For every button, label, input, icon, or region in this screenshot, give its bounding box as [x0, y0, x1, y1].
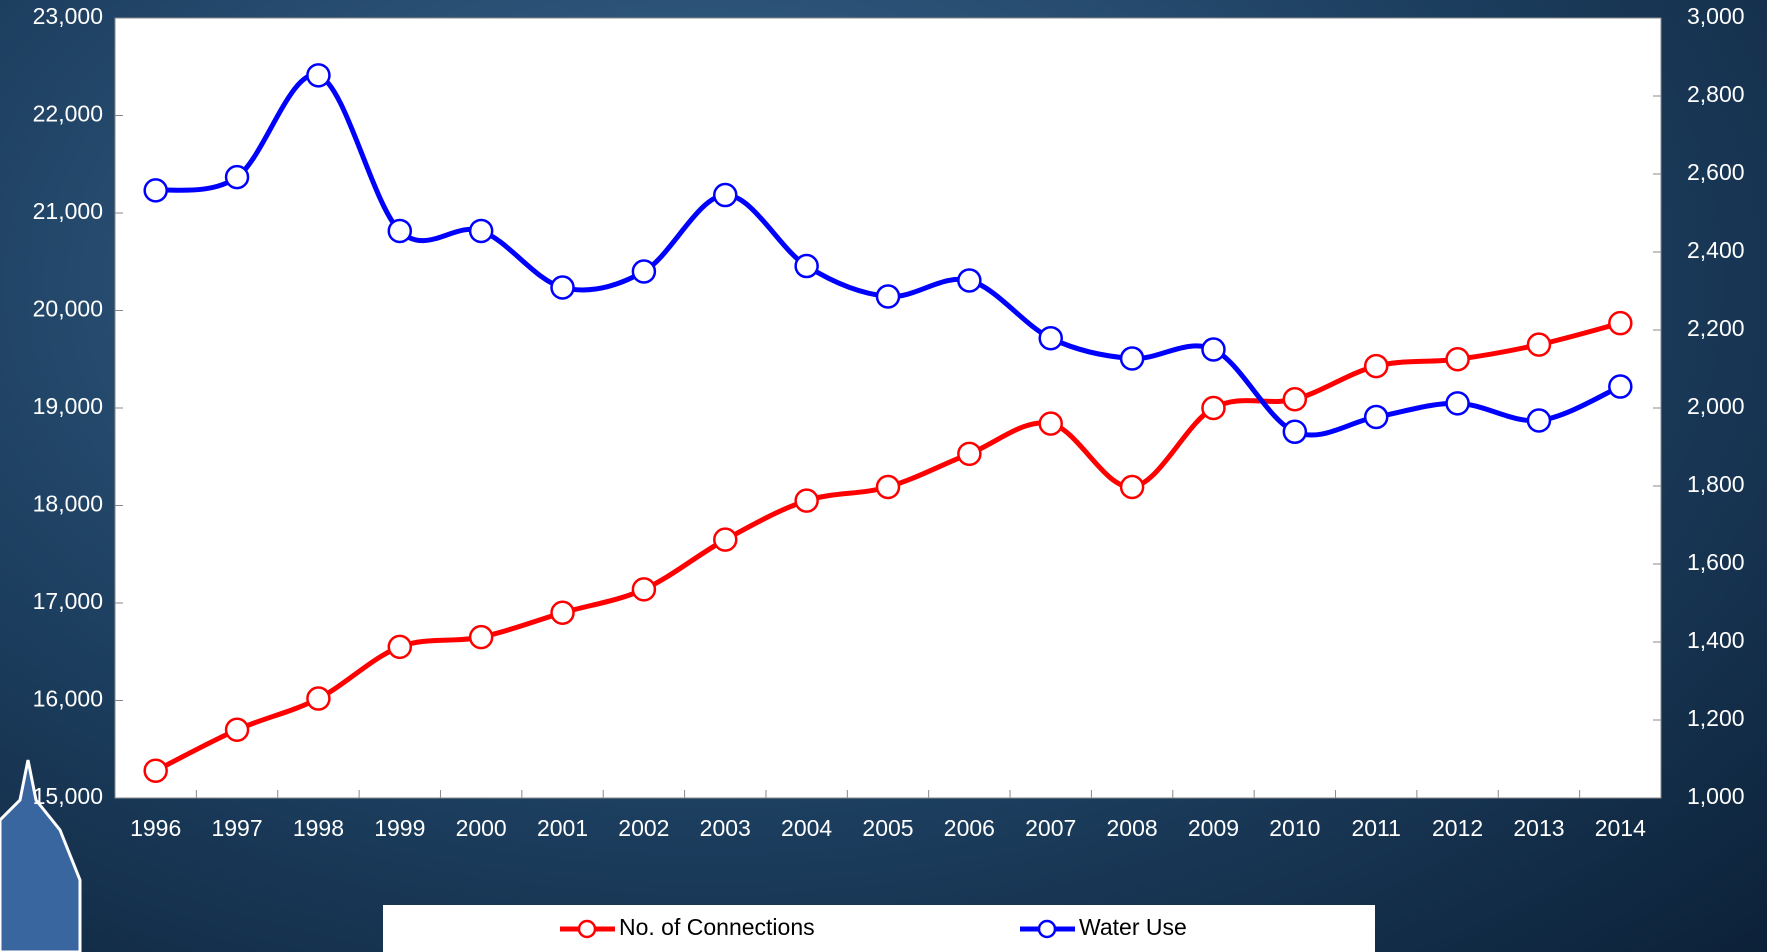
data-point [1447, 392, 1469, 414]
y2-tick-label: 1,400 [1687, 627, 1745, 653]
data-point [1040, 327, 1062, 349]
data-point [1040, 413, 1062, 435]
data-point [1284, 421, 1306, 443]
data-point [796, 255, 818, 277]
data-point [1284, 388, 1306, 410]
data-point [389, 220, 411, 242]
x-tick-label: 1997 [211, 815, 262, 841]
data-point [552, 602, 574, 624]
data-point [145, 179, 167, 201]
legend-label: Water Use [1079, 914, 1187, 940]
data-point [1528, 409, 1550, 431]
x-tick-label: 2003 [700, 815, 751, 841]
y2-tick-label: 1,600 [1687, 549, 1745, 575]
x-tick-label: 2010 [1269, 815, 1320, 841]
y-tick-label: 19,000 [33, 393, 103, 419]
data-point [145, 760, 167, 782]
y2-tick-label: 2,000 [1687, 393, 1745, 419]
data-point [958, 443, 980, 465]
data-point [1365, 355, 1387, 377]
page: {"chart_data": {"type": "line", "categor… [0, 0, 1767, 952]
x-tick-label: 2008 [1107, 815, 1158, 841]
data-point [633, 261, 655, 283]
y-tick-label: 23,000 [33, 3, 103, 29]
data-point [1121, 347, 1143, 369]
y2-tick-label: 1,800 [1687, 471, 1745, 497]
data-point [307, 64, 329, 86]
data-point [633, 578, 655, 600]
x-tick-label: 2000 [456, 815, 507, 841]
x-tick-label: 2014 [1595, 815, 1646, 841]
data-point [1121, 476, 1143, 498]
y2-tick-label: 2,600 [1687, 159, 1745, 185]
x-tick-label: 2007 [1025, 815, 1076, 841]
y2-tick-label: 2,400 [1687, 237, 1745, 263]
y2-tick-label: 2,800 [1687, 81, 1745, 107]
x-tick-label: 1999 [374, 815, 425, 841]
data-point [226, 166, 248, 188]
chart: 15,000 16,000 17,000 18,000 19,000 20,000 21,0… [0, 0, 1767, 952]
data-point [1528, 334, 1550, 356]
data-point [1447, 348, 1469, 370]
y-tick-label: 15,000 [33, 783, 103, 809]
y-tick-label: 20,000 [33, 296, 103, 322]
x-tick-label: 2011 [1351, 815, 1400, 841]
y2-tick-label: 1,000 [1687, 783, 1745, 809]
x-tick-label: 2012 [1432, 815, 1483, 841]
y-tick-label: 16,000 [33, 686, 103, 712]
data-point [470, 220, 492, 242]
data-point [714, 529, 736, 551]
x-tick-label: 2009 [1188, 815, 1239, 841]
legend-marker [1039, 921, 1055, 937]
data-point [877, 476, 899, 498]
y2-tick-label: 3,000 [1687, 3, 1745, 29]
data-point [552, 276, 574, 298]
x-tick-label: 2013 [1513, 815, 1564, 841]
x-tick-label: 2002 [618, 815, 669, 841]
data-point [1609, 376, 1631, 398]
data-point [470, 626, 492, 648]
x-tick-label: 2005 [862, 815, 913, 841]
data-point [307, 688, 329, 710]
data-point [389, 636, 411, 658]
legend-marker [579, 921, 595, 937]
x-tick-label: 2004 [781, 815, 832, 841]
data-point [1609, 312, 1631, 334]
x-tick-label: 2001 [537, 815, 588, 841]
data-point [958, 269, 980, 291]
data-point [877, 285, 899, 307]
x-tick-label: 2006 [944, 815, 995, 841]
legend-label: No. of Connections [619, 914, 815, 940]
x-tick-label: 1998 [293, 815, 344, 841]
data-point [226, 719, 248, 741]
data-point [796, 490, 818, 512]
y2-tick-label: 1,200 [1687, 705, 1745, 731]
y-tick-label: 18,000 [33, 491, 103, 517]
y-tick-label: 22,000 [33, 101, 103, 127]
data-point [1365, 406, 1387, 428]
x-tick-label: 1996 [130, 815, 181, 841]
y-tick-label: 17,000 [33, 588, 103, 614]
data-point [1202, 339, 1224, 361]
y-tick-label: 21,000 [33, 198, 103, 224]
y2-tick-label: 2,200 [1687, 315, 1745, 341]
data-point [714, 184, 736, 206]
data-point [1202, 397, 1224, 419]
legend-box [383, 905, 1375, 952]
